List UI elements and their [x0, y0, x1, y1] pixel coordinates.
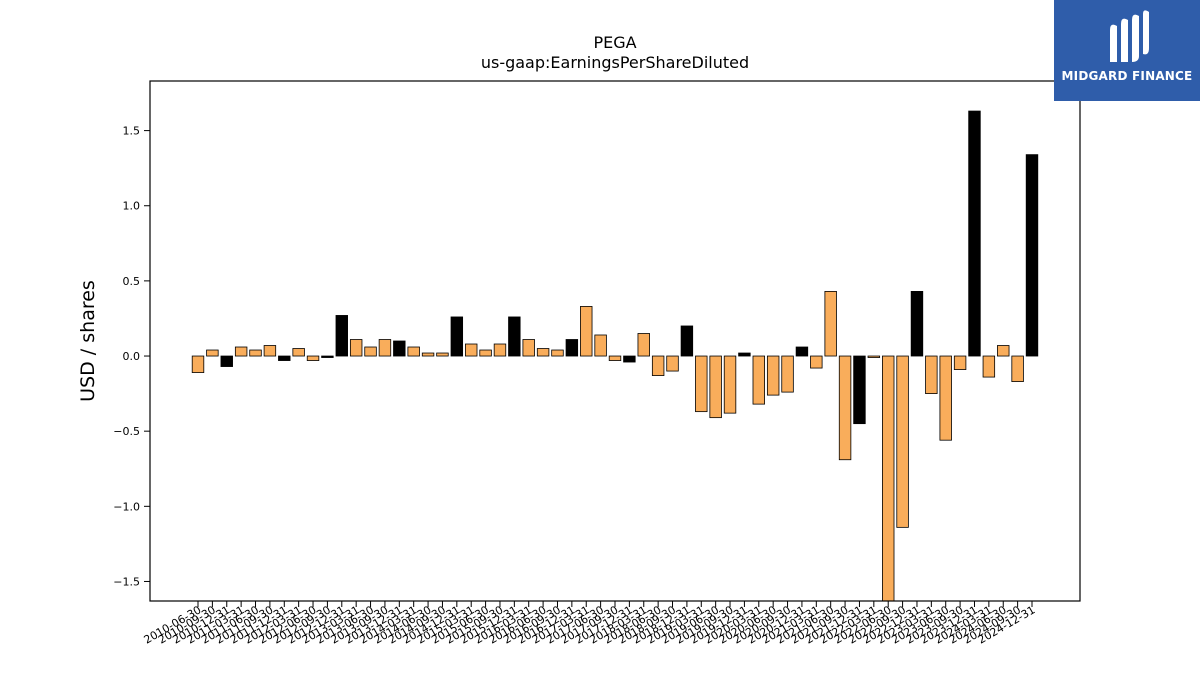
bar-2017-09-30 — [608, 355, 622, 361]
bar-2014-09-30 — [436, 352, 449, 357]
bar-2013-09-30 — [378, 339, 392, 357]
bar-2020-09-30 — [781, 355, 794, 393]
bar-2015-12-31 — [508, 316, 521, 357]
bar-2022-09-30 — [896, 355, 909, 528]
bar-2022-03-31 — [867, 355, 881, 358]
bar-2010-06-30 — [191, 355, 205, 373]
chart-title: PEGA — [593, 33, 636, 52]
y-tick-label: 0.0 — [123, 350, 141, 363]
y-axis-label: USD / shares — [77, 280, 99, 402]
bar-2023-12-31 — [968, 110, 981, 357]
midgard-logo-icon — [1110, 10, 1149, 63]
y-tick-label: 0.5 — [123, 275, 141, 288]
bar-2023-09-30 — [953, 355, 967, 370]
chart-subtitle: us-gaap:EarningsPerShareDiluted — [481, 53, 749, 72]
bar-2018-06-30 — [651, 355, 665, 376]
bar-2016-09-30 — [551, 349, 564, 357]
bar-2020-03-31 — [752, 355, 765, 405]
y-tick-label: −1.0 — [113, 500, 140, 513]
y-tick-label: −1.5 — [113, 575, 140, 588]
bar-2013-03-31 — [349, 339, 363, 357]
bar-2011-03-31 — [234, 346, 248, 357]
bar-2014-12-31 — [450, 316, 464, 357]
bar-2023-06-30 — [939, 355, 952, 441]
bar-2013-12-31 — [393, 340, 406, 357]
x-axis: 2010-06-302010-09-302010-12-312011-03-31… — [142, 601, 1038, 647]
bar-2019-06-30 — [709, 355, 722, 419]
y-axis: −1.5 −1.0 −0.5 0.0 0.5 1.0 1.5 — [113, 125, 150, 588]
bar-2018-12-31 — [680, 325, 694, 357]
bar-2012-03-31 — [292, 348, 305, 357]
bar-2010-12-31 — [220, 355, 233, 367]
bar-2014-06-30 — [421, 352, 435, 357]
bar-2018-09-30 — [666, 355, 679, 372]
y-tick-label: 1.0 — [123, 200, 141, 213]
bar-2017-06-30 — [594, 334, 607, 357]
bar-2024-12-31 — [1025, 154, 1039, 357]
bar-2021-12-31 — [853, 355, 866, 425]
bar-2022-12-31 — [910, 290, 924, 357]
bar-2015-03-31 — [465, 343, 478, 357]
logo-text: MIDGARD FINANCE — [1061, 69, 1193, 83]
bar-2016-03-31 — [522, 339, 535, 357]
y-tick-label: −0.5 — [113, 425, 140, 438]
bar-2021-09-30 — [838, 355, 852, 461]
bar-2024-03-31 — [982, 355, 996, 378]
bar-2017-03-31 — [580, 306, 593, 357]
bar-2020-12-31 — [795, 346, 809, 357]
bar-2018-03-31 — [637, 333, 650, 357]
bar-2012-09-30 — [321, 355, 334, 358]
bar-2010-09-30 — [206, 349, 219, 357]
y-tick-label: 1.5 — [123, 125, 141, 138]
bars-group — [191, 110, 1039, 602]
bar-2011-06-30 — [249, 349, 262, 357]
bar-2017-12-31 — [623, 355, 636, 363]
bar-2019-03-31 — [695, 355, 708, 413]
bar-2022-06-30 — [882, 355, 895, 602]
brand-logo: MIDGARD FINANCE — [1054, 0, 1200, 101]
bar-2024-09-30 — [1011, 355, 1024, 382]
bar-2011-12-31 — [278, 355, 291, 361]
bar-2015-06-30 — [479, 349, 492, 357]
bar-2019-12-31 — [738, 352, 751, 357]
bar-2015-09-30 — [493, 343, 507, 357]
bar-2020-06-30 — [766, 355, 780, 396]
plot-frame — [149, 80, 1081, 602]
bar-2012-12-31 — [335, 315, 348, 357]
bar-2021-03-31 — [810, 355, 823, 369]
bar-2012-06-30 — [306, 355, 320, 361]
bar-2011-09-30 — [263, 345, 277, 357]
bar-2023-03-31 — [925, 355, 938, 394]
bar-2016-12-31 — [565, 339, 579, 357]
bar-2016-06-30 — [536, 348, 550, 357]
bar-2021-06-30 — [824, 290, 837, 357]
bar-2014-03-31 — [407, 346, 420, 357]
bar-2013-06-30 — [364, 346, 377, 357]
bar-2019-09-30 — [723, 355, 737, 414]
bar-2024-06-30 — [997, 345, 1010, 357]
